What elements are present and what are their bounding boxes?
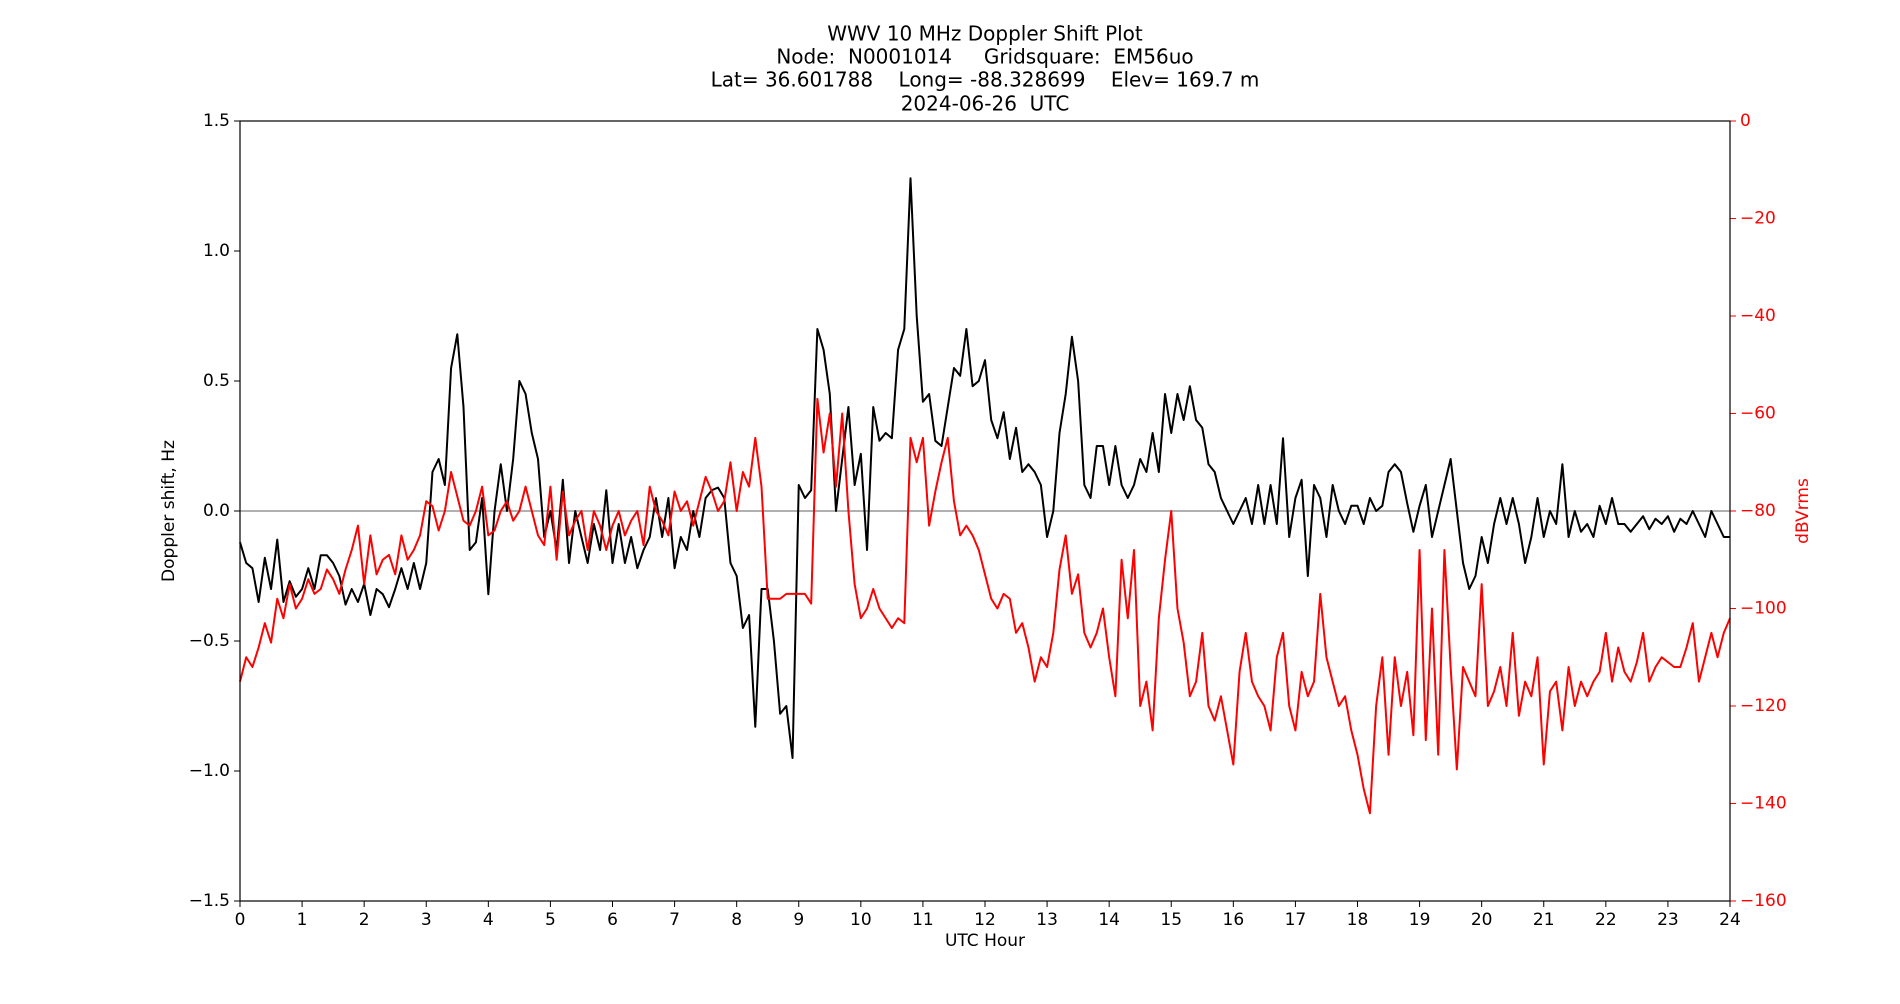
y2-tick-label: −120 (1740, 696, 1787, 716)
y2-tick-label: −80 (1740, 501, 1776, 521)
x-tick-label: 24 (1719, 910, 1741, 930)
x-tick-label: 19 (1409, 910, 1431, 930)
y-tick-label: 0.5 (203, 371, 230, 391)
data-line (239, 397, 1731, 815)
x-tick-label: 15 (1160, 910, 1182, 930)
y-tick-label: 1.0 (203, 241, 230, 261)
x-axis-label: UTC Hour (945, 931, 1025, 951)
x-tick-label: 4 (483, 910, 494, 930)
chart-title: WWV 10 MHz Doppler Shift Plot (827, 22, 1143, 46)
x-tick-label: 20 (1471, 910, 1493, 930)
x-tick-label: 6 (607, 910, 618, 930)
x-tick-label: 1 (297, 910, 308, 930)
y-axis-label: Doppler shift, Hz (159, 440, 179, 582)
y-tick-label: 1.5 (203, 111, 230, 131)
chart-subtitle: Node: N0001014 Gridsquare: EM56uo (776, 45, 1193, 69)
y-tick-label: 0.0 (203, 501, 230, 521)
plot-frame (239, 120, 1731, 902)
x-tick-label: 17 (1285, 910, 1307, 930)
y2-tick-label: −140 (1740, 794, 1787, 814)
x-tick-label: 9 (793, 910, 804, 930)
x-tick-label: 18 (1347, 910, 1369, 930)
y-tick-label: −0.5 (189, 631, 230, 651)
x-tick-label: 2 (359, 910, 370, 930)
x-tick-label: 3 (421, 910, 432, 930)
x-tick-label: 10 (850, 910, 872, 930)
y2-tick-label: 0 (1740, 111, 1751, 131)
x-tick-label: 21 (1533, 910, 1555, 930)
chart-subtitle: 2024-06-26 UTC (901, 92, 1070, 116)
y2-tick-label: −160 (1740, 891, 1787, 911)
y-tick-label: −1.0 (189, 761, 230, 781)
x-tick-label: 14 (1098, 910, 1120, 930)
chart-subtitle: Lat= 36.601788 Long= -88.328699 Elev= 16… (711, 68, 1260, 92)
x-tick-label: 23 (1657, 910, 1679, 930)
x-tick-label: 13 (1036, 910, 1058, 930)
data-line (239, 177, 1730, 759)
x-tick-label: 7 (669, 910, 680, 930)
y2-tick-label: −60 (1740, 404, 1776, 424)
x-tick-label: 22 (1595, 910, 1617, 930)
x-tick-label: 16 (1223, 910, 1245, 930)
x-tick-label: 8 (731, 910, 742, 930)
x-tick-label: 5 (545, 910, 556, 930)
y2-tick-label: −40 (1740, 306, 1776, 326)
x-tick-label: 12 (974, 910, 996, 930)
y-tick-label: −1.5 (189, 891, 230, 911)
y2-tick-label: −20 (1740, 209, 1776, 229)
y2-tick-label: −100 (1740, 599, 1787, 619)
x-tick-label: 11 (912, 910, 934, 930)
x-tick-label: 0 (235, 910, 246, 930)
y2-axis-label: dBVrms (1793, 478, 1813, 544)
